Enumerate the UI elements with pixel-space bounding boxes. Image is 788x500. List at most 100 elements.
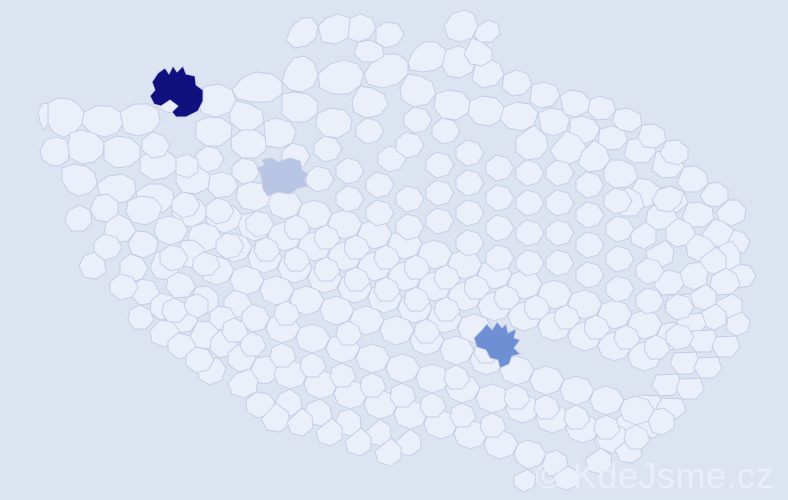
district-region[interactable]: [263, 117, 297, 149]
district-region[interactable]: [559, 89, 591, 118]
district-region[interactable]: [455, 139, 485, 167]
district-region[interactable]: [493, 284, 521, 310]
district-region[interactable]: [475, 383, 511, 414]
district-region[interactable]: [584, 447, 613, 475]
district-region[interactable]: [575, 171, 605, 199]
district-region[interactable]: [61, 163, 98, 197]
district-region[interactable]: [433, 296, 461, 322]
district-region[interactable]: [449, 402, 477, 428]
district-region[interactable]: [343, 266, 371, 292]
district-region[interactable]: [425, 151, 455, 179]
district-region[interactable]: [463, 274, 491, 300]
district-region[interactable]: [485, 244, 515, 272]
district-region[interactable]: [231, 157, 261, 185]
district-region[interactable]: [575, 201, 605, 229]
district-region[interactable]: [359, 372, 387, 398]
highlighted-district-central[interactable]: [256, 157, 309, 197]
district-region[interactable]: [699, 246, 727, 275]
district-region[interactable]: [553, 304, 581, 330]
district-region[interactable]: [355, 343, 391, 374]
district-region[interactable]: [433, 264, 461, 290]
district-region[interactable]: [709, 267, 741, 296]
district-region[interactable]: [413, 318, 441, 344]
district-region[interactable]: [715, 199, 747, 227]
district-region[interactable]: [171, 191, 201, 219]
district-region[interactable]: [395, 131, 425, 159]
district-region[interactable]: [651, 185, 685, 213]
district-region[interactable]: [711, 335, 741, 358]
district-region[interactable]: [343, 234, 371, 260]
district-region[interactable]: [207, 171, 239, 199]
district-region[interactable]: [545, 159, 575, 187]
district-region[interactable]: [313, 256, 341, 282]
district-region[interactable]: [315, 107, 353, 139]
district-region[interactable]: [699, 181, 729, 208]
district-region[interactable]: [403, 254, 431, 280]
district-region[interactable]: [315, 417, 343, 447]
district-region[interactable]: [515, 219, 545, 247]
district-region[interactable]: [503, 384, 531, 410]
district-region[interactable]: [335, 185, 365, 213]
district-region[interactable]: [245, 210, 275, 238]
district-region[interactable]: [479, 412, 507, 438]
district-region[interactable]: [119, 253, 149, 283]
district-region[interactable]: [515, 159, 545, 187]
district-region[interactable]: [515, 124, 549, 161]
district-region[interactable]: [229, 265, 265, 296]
district-region[interactable]: [353, 39, 385, 63]
district-region[interactable]: [501, 69, 533, 97]
district-region[interactable]: [523, 294, 551, 320]
district-region[interactable]: [545, 189, 575, 217]
district-region[interactable]: [269, 342, 297, 368]
district-region[interactable]: [273, 300, 301, 326]
district-region[interactable]: [529, 81, 561, 109]
district-region[interactable]: [593, 414, 621, 440]
district-region[interactable]: [635, 287, 665, 315]
district-region[interactable]: [637, 123, 667, 149]
district-region[interactable]: [431, 117, 461, 145]
district-region[interactable]: [455, 199, 485, 227]
district-region[interactable]: [407, 41, 447, 73]
district-region[interactable]: [141, 131, 171, 159]
district-region[interactable]: [485, 154, 515, 182]
district-region[interactable]: [205, 197, 235, 225]
district-region[interactable]: [399, 73, 437, 108]
district-region[interactable]: [375, 21, 405, 49]
district-region[interactable]: [285, 17, 319, 49]
district-region[interactable]: [659, 139, 689, 166]
district-region[interactable]: [37, 102, 49, 131]
district-region[interactable]: [215, 232, 245, 260]
district-region[interactable]: [195, 116, 233, 147]
highlighted-district-southeast[interactable]: [473, 321, 521, 369]
district-region[interactable]: [463, 37, 493, 67]
district-region[interactable]: [127, 304, 155, 330]
district-region[interactable]: [605, 275, 635, 303]
district-region[interactable]: [365, 171, 395, 199]
district-region[interactable]: [313, 224, 341, 250]
district-region[interactable]: [374, 437, 402, 467]
district-region[interactable]: [299, 352, 327, 378]
district-region[interactable]: [403, 286, 431, 312]
district-region[interactable]: [603, 187, 633, 215]
district-region[interactable]: [344, 427, 372, 457]
district-region[interactable]: [373, 244, 401, 270]
district-region[interactable]: [335, 157, 365, 185]
district-region[interactable]: [575, 231, 605, 259]
district-region[interactable]: [419, 392, 447, 418]
district-region[interactable]: [665, 217, 697, 248]
district-region[interactable]: [473, 19, 501, 43]
district-region[interactable]: [577, 139, 611, 173]
district-region[interactable]: [583, 314, 611, 340]
district-region[interactable]: [109, 273, 139, 301]
district-region[interactable]: [379, 315, 415, 346]
district-region[interactable]: [485, 184, 515, 212]
district-region[interactable]: [647, 407, 675, 436]
district-region[interactable]: [681, 201, 715, 228]
district-region[interactable]: [335, 320, 363, 346]
district-region[interactable]: [286, 407, 314, 437]
district-region[interactable]: [613, 324, 641, 350]
district-region[interactable]: [635, 257, 665, 285]
district-region[interactable]: [365, 199, 395, 227]
district-region[interactable]: [403, 106, 433, 134]
district-region[interactable]: [485, 214, 515, 242]
